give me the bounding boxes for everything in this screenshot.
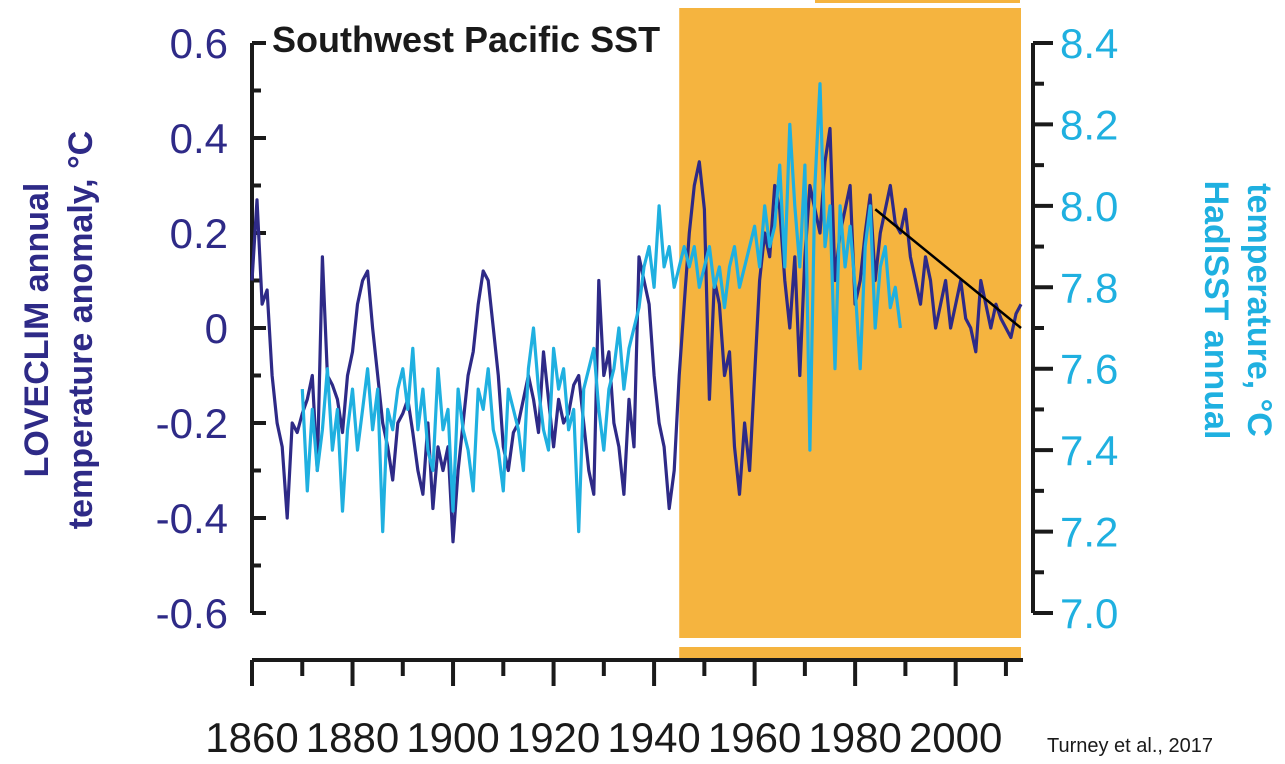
x-axis-tick-label: 1980 — [808, 714, 901, 761]
trend-line — [874, 208, 1022, 329]
x-axis-tick-label: 2000 — [909, 714, 1002, 761]
x-axis-tick-label: 1900 — [406, 714, 499, 761]
chart-title: Southwest Pacific SST — [272, 19, 660, 60]
x-axis-tick-label: 1920 — [507, 714, 600, 761]
right-axis-tick-label: 7.6 — [1060, 346, 1118, 393]
x-axis: 1860 1880 1900 1920 1940 1960 1980 2000 — [205, 658, 1023, 761]
highlight-band — [679, 8, 1021, 638]
left-axis-tick-label: -0.4 — [156, 495, 228, 542]
right-axis-title-line1: HadISST annual — [1197, 181, 1235, 440]
left-axis-tick-label: 0.6 — [170, 20, 228, 67]
right-axis-tick-label: 7.0 — [1060, 590, 1118, 637]
highlight-band-bottom — [679, 647, 1021, 658]
highlight-band-top-strip — [815, 0, 1020, 3]
right-axis-tick-label: 7.8 — [1060, 264, 1118, 311]
right-axis-tick-label: 8.4 — [1060, 20, 1118, 67]
right-axis-title-line2: temperature, °C — [1240, 183, 1278, 437]
loveclim-series-line — [250, 126, 1023, 544]
left-axis-title-line1: LOVECLIM annual — [18, 183, 56, 478]
right-axis-tick-label: 8.0 — [1060, 183, 1118, 230]
left-axis-tick-label: 0.2 — [170, 210, 228, 257]
right-axis-tick-label: 7.2 — [1060, 509, 1118, 556]
x-axis-tick-label: 1880 — [306, 714, 399, 761]
left-axis-title-line2: temperature anomaly, °C — [62, 131, 100, 529]
left-axis-tick-label: -0.2 — [156, 400, 228, 447]
left-axis: 0.6 0.4 0.2 0 -0.2 -0.4 -0.6 — [156, 20, 266, 637]
x-axis-tick-label: 1960 — [708, 714, 801, 761]
left-axis-tick-label: -0.6 — [156, 590, 228, 637]
x-axis-tick-label: 1940 — [607, 714, 700, 761]
left-axis-tick-label: 0.4 — [170, 115, 228, 162]
right-axis-tick-label: 8.2 — [1060, 101, 1118, 148]
right-axis: 8.4 8.2 8.0 7.8 7.6 7.4 7.2 7.0 — [1031, 20, 1118, 637]
left-axis-tick-label: 0 — [205, 305, 228, 352]
x-axis-tick-label: 1860 — [205, 714, 298, 761]
hadisst-series-line — [300, 82, 902, 534]
right-axis-tick-label: 7.4 — [1060, 427, 1118, 474]
source-credit: Turney et al., 2017 — [1047, 735, 1213, 757]
